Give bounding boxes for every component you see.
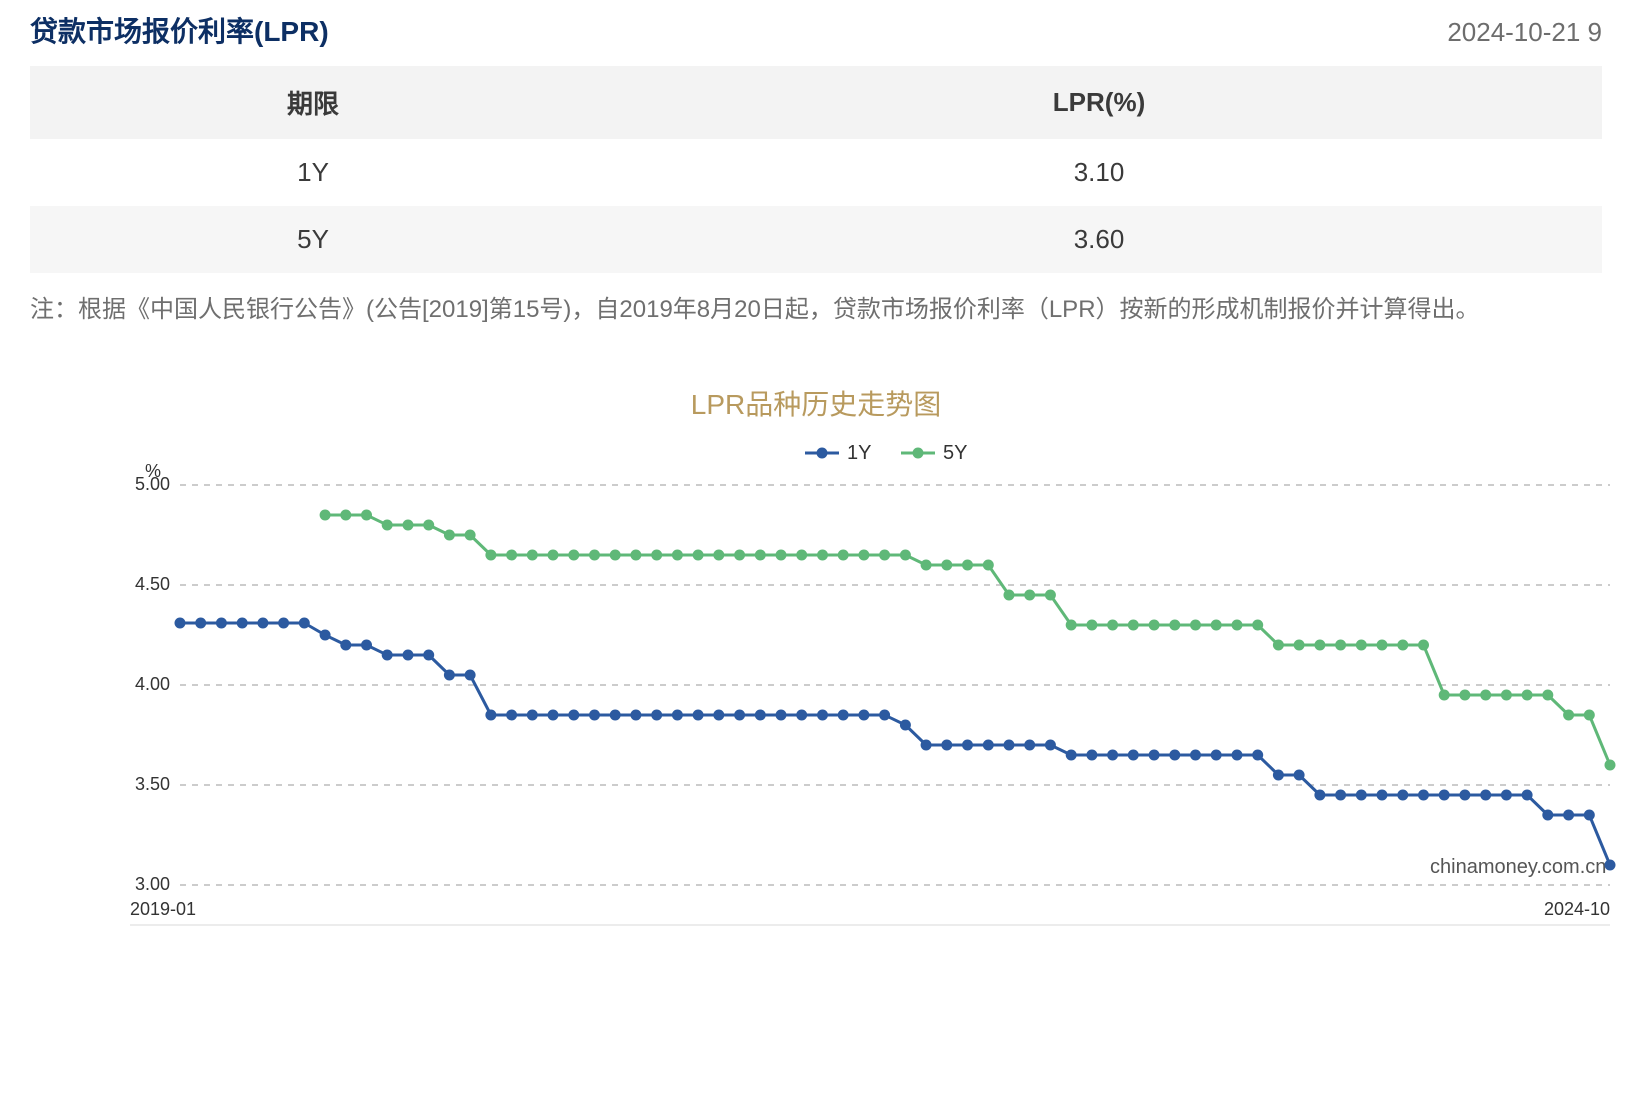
cell-rate: 3.60 xyxy=(596,206,1602,273)
svg-text:chinamoney.com.cn: chinamoney.com.cn xyxy=(1430,856,1606,878)
svg-text:2024-10: 2024-10 xyxy=(1544,899,1610,919)
table-header-row: 期限 LPR(%) xyxy=(30,66,1602,139)
svg-text:%: % xyxy=(145,461,161,481)
svg-text:4.00: 4.00 xyxy=(135,674,170,694)
chart-title: LPR品种历史走势图 xyxy=(30,383,1602,423)
svg-text:4.50: 4.50 xyxy=(135,574,170,594)
timestamp: 2024-10-21 9 xyxy=(1447,17,1602,48)
svg-text:5Y: 5Y xyxy=(943,442,967,464)
cell-term: 1Y xyxy=(30,139,596,206)
svg-text:3.50: 3.50 xyxy=(135,774,170,794)
svg-text:2019-01: 2019-01 xyxy=(130,899,196,919)
svg-text:1Y: 1Y xyxy=(847,442,871,464)
lpr-chart: 3.003.504.004.505.00%1Y5Ychinamoney.com.… xyxy=(110,435,1582,935)
lpr-table: 期限 LPR(%) 1Y 3.10 5Y 3.60 xyxy=(30,66,1602,273)
cell-rate: 3.10 xyxy=(596,139,1602,206)
cell-term: 5Y xyxy=(30,206,596,273)
table-row: 1Y 3.10 xyxy=(30,139,1602,206)
col-header-term: 期限 xyxy=(30,66,596,139)
chart-svg: 3.003.504.004.505.00%1Y5Ychinamoney.com.… xyxy=(110,435,1632,935)
footnote: 注：根据《中国人民银行公告》(公告[2019]第15号)，自2019年8月20日… xyxy=(30,287,1602,333)
svg-text:3.00: 3.00 xyxy=(135,874,170,894)
page-title: 贷款市场报价利率(LPR) xyxy=(30,10,329,50)
table-row: 5Y 3.60 xyxy=(30,206,1602,273)
col-header-rate: LPR(%) xyxy=(596,66,1602,139)
